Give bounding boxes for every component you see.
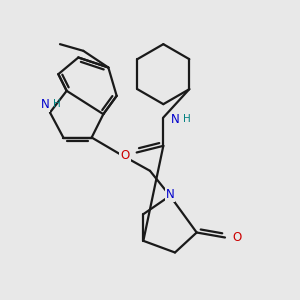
- Text: N: N: [166, 188, 174, 201]
- Text: N: N: [40, 98, 50, 111]
- Text: H: H: [53, 99, 61, 109]
- Text: O: O: [120, 149, 130, 162]
- Text: H: H: [183, 114, 190, 124]
- Text: O: O: [232, 231, 241, 244]
- Text: N: N: [171, 113, 179, 126]
